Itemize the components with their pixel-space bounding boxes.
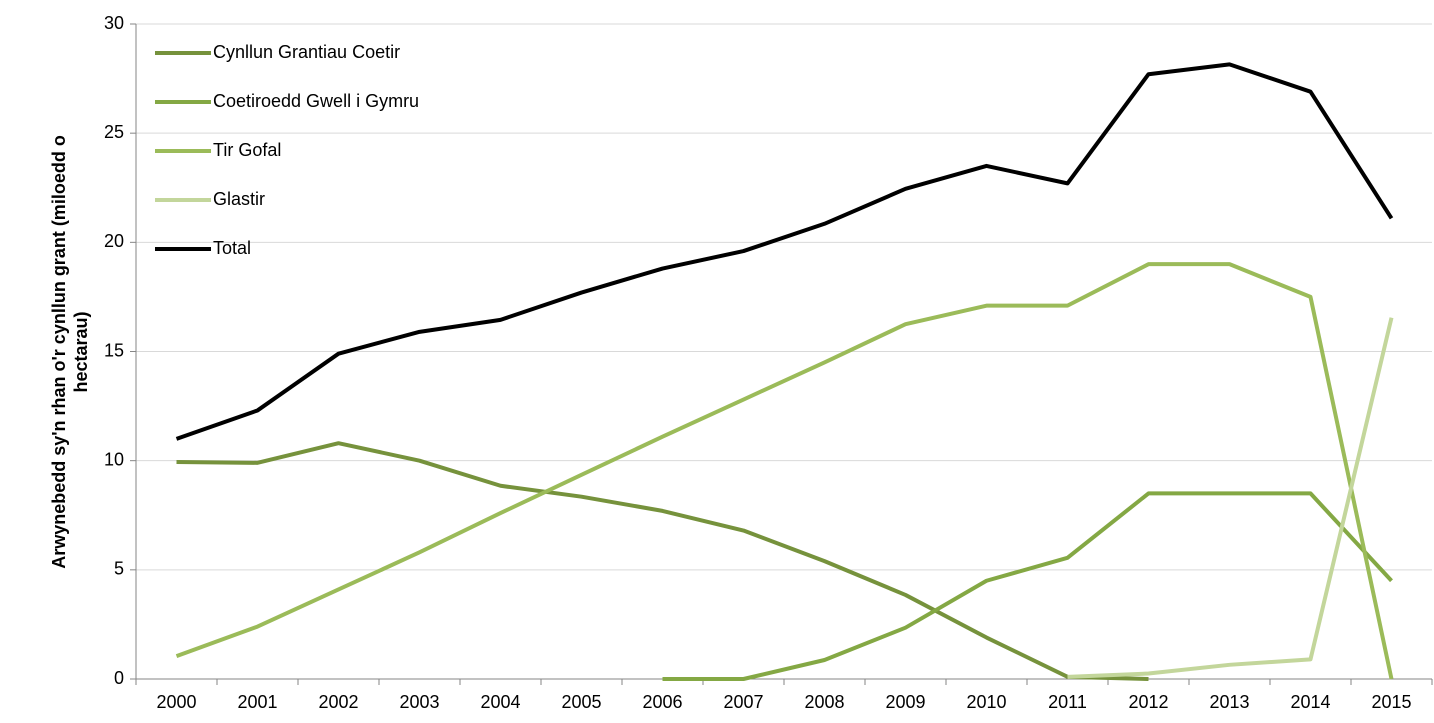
y-tick-label: 5 [114,559,124,579]
x-tick-label: 2007 [723,692,763,712]
y-tick-label: 10 [104,449,124,469]
x-tick-label: 2000 [156,692,196,712]
legend-label: Cynllun Grantiau Coetir [213,42,400,62]
y-axis-label: Arwynebedd sy'n rhan o'r cynllun grant (… [49,135,69,569]
legend-label: Tir Gofal [213,140,281,160]
series-line [1067,317,1394,679]
x-tick-label: 2013 [1209,692,1249,712]
x-tick-label: 2003 [399,692,439,712]
x-tick-label: 2015 [1371,692,1411,712]
legend-label: Total [213,238,251,258]
x-tick-label: 2005 [561,692,601,712]
x-tick-label: 2006 [642,692,682,712]
y-tick-label: 30 [104,13,124,33]
y-tick-label: 15 [104,340,124,360]
series-line [175,262,1394,680]
legend-label: Coetiroedd Gwell i Gymru [213,91,419,111]
y-axis-label: hectarau) [71,311,91,392]
x-tick-label: 2008 [804,692,844,712]
x-tick-label: 2012 [1128,692,1168,712]
series-line [662,491,1393,681]
x-tick-label: 2014 [1290,692,1330,712]
y-tick-label: 25 [104,122,124,142]
x-tick-label: 2004 [480,692,520,712]
series-line [176,441,1149,681]
series-line [175,62,1394,441]
legend-label: Glastir [213,189,265,209]
x-tick-label: 2002 [318,692,358,712]
y-tick-label: 0 [114,668,124,688]
x-tick-label: 2009 [885,692,925,712]
x-tick-label: 2010 [966,692,1006,712]
x-tick-label: 2011 [1048,692,1087,712]
x-tick-label: 2001 [237,692,277,712]
y-tick-label: 20 [104,231,124,251]
